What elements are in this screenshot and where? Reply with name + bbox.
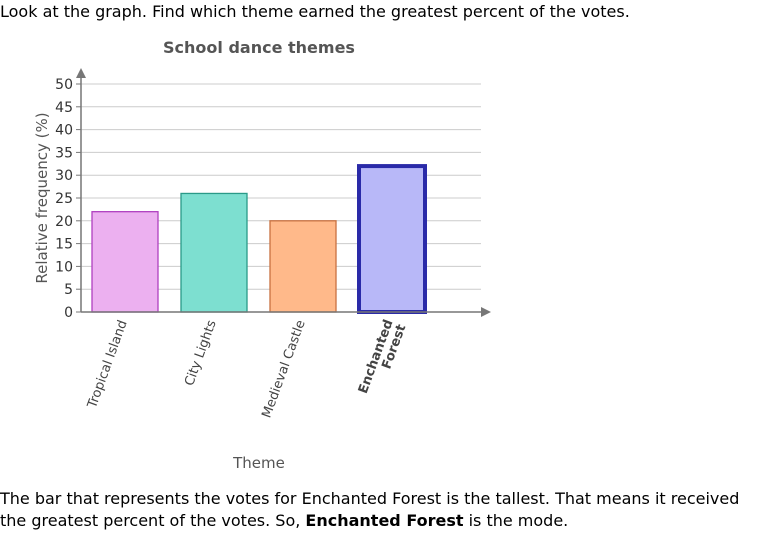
bar-city-lights (180, 192, 248, 313)
x-axis-label: Theme (232, 454, 285, 472)
y-tick-label: 15 (55, 237, 73, 253)
y-tick-label: 30 (55, 168, 73, 184)
y-tick-label: 40 (55, 123, 73, 139)
question-text: Look at the graph. Find which theme earn… (0, 2, 630, 21)
x-axis-arrow (481, 307, 491, 317)
y-axis-arrow (76, 68, 86, 78)
explanation-text: The bar that represents the votes for En… (0, 488, 760, 532)
x-tick-label: Medieval Castle (259, 318, 308, 420)
y-tick-label: 5 (64, 282, 73, 298)
y-tick-label: 50 (55, 77, 73, 93)
bar-chart: School dance themes 0 5 10 15 20 25 30 35 40 45 50 R… (0, 30, 760, 480)
x-tick-label: Tropical Island (85, 318, 131, 411)
y-tick-label: 35 (55, 145, 73, 161)
x-tick-label: City Lights (182, 318, 220, 388)
bar-enchanted-forest (357, 164, 427, 314)
y-axis-label: Relative frequency (%) (33, 112, 51, 283)
y-tick-label: 20 (55, 214, 73, 230)
y-tick-label: 0 (64, 305, 73, 321)
chart-title: School dance themes (163, 38, 355, 57)
y-tick-label: 45 (55, 100, 73, 116)
explanation-answer: Enchanted Forest (305, 511, 464, 530)
bar-tropical-island (91, 211, 159, 313)
explanation-part1: The bar that represents the votes for En… (0, 489, 740, 530)
y-tick-label: 10 (55, 259, 73, 275)
explanation-part2: is the mode. (463, 511, 569, 530)
bar-medieval-castle (269, 220, 337, 313)
y-tick-label: 25 (55, 191, 73, 207)
chart-svg: School dance themes 0 5 10 15 20 25 30 35 40 45 50 R… (33, 38, 491, 472)
x-tick-label: EnchantedForest (356, 318, 409, 401)
